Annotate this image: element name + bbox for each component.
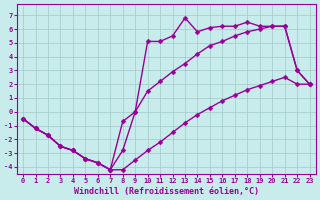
X-axis label: Windchill (Refroidissement éolien,°C): Windchill (Refroidissement éolien,°C)	[74, 187, 259, 196]
